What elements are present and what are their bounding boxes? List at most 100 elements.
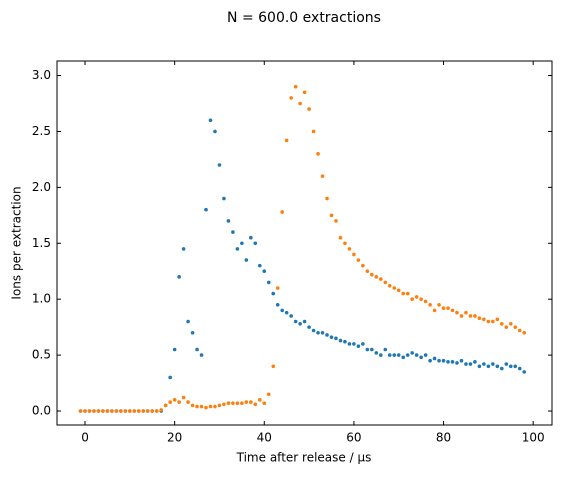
data-point xyxy=(177,275,181,279)
y-tick-label: 3.0 xyxy=(32,68,51,82)
data-point xyxy=(508,364,513,369)
data-point xyxy=(240,241,244,246)
data-point xyxy=(168,400,172,404)
data-point xyxy=(414,353,419,357)
data-point xyxy=(396,288,401,293)
data-point xyxy=(257,263,262,268)
x-tick-label: 60 xyxy=(346,431,361,445)
data-point xyxy=(450,360,455,364)
data-point xyxy=(231,401,235,405)
chart-title: N = 600.0 extractions xyxy=(227,10,381,26)
data-point xyxy=(136,409,141,413)
data-point xyxy=(266,392,271,397)
data-point xyxy=(289,96,293,100)
data-point xyxy=(114,409,119,413)
data-point xyxy=(482,317,486,322)
data-point xyxy=(275,302,280,307)
data-point xyxy=(370,347,374,352)
data-point xyxy=(172,347,177,352)
data-point xyxy=(284,310,289,315)
data-point xyxy=(208,404,213,409)
data-point xyxy=(168,375,172,380)
data-point xyxy=(482,362,486,366)
data-point xyxy=(316,330,320,335)
x-tick-label: 20 xyxy=(167,431,182,445)
data-point xyxy=(92,409,96,413)
y-tick-label: 1.5 xyxy=(32,236,51,250)
data-point xyxy=(280,210,285,214)
data-point xyxy=(410,297,414,301)
data-point xyxy=(110,409,114,413)
data-point xyxy=(298,101,302,106)
data-point xyxy=(414,295,419,299)
data-point xyxy=(361,263,365,268)
x-tick-label: 40 xyxy=(257,431,272,445)
data-point xyxy=(361,342,365,346)
data-point xyxy=(374,351,379,355)
data-point xyxy=(477,316,482,321)
y-tick-label: 0.5 xyxy=(32,348,51,362)
data-point xyxy=(473,360,477,364)
data-point xyxy=(289,314,293,318)
data-point xyxy=(262,269,267,274)
data-point xyxy=(387,283,392,288)
data-point xyxy=(508,321,513,326)
data-point xyxy=(190,403,195,408)
data-point xyxy=(302,90,307,95)
data-point xyxy=(141,409,146,413)
data-point xyxy=(150,409,155,413)
data-point xyxy=(190,330,195,335)
data-point xyxy=(244,400,249,404)
data-point xyxy=(401,291,406,296)
data-point xyxy=(347,342,352,346)
data-point xyxy=(177,400,181,404)
data-point xyxy=(307,107,311,111)
data-point xyxy=(446,360,450,364)
data-point xyxy=(199,353,204,357)
data-point xyxy=(450,308,455,313)
data-point xyxy=(500,321,504,326)
data-point xyxy=(119,409,123,413)
data-point xyxy=(105,409,110,413)
data-point xyxy=(253,241,258,246)
data-point xyxy=(338,235,343,240)
data-point xyxy=(262,401,267,405)
data-point xyxy=(195,347,199,352)
data-point xyxy=(186,400,190,404)
data-point xyxy=(226,219,231,223)
data-point xyxy=(320,174,325,178)
data-point xyxy=(495,364,500,369)
data-point xyxy=(468,314,473,318)
data-point xyxy=(311,129,316,134)
data-point xyxy=(186,319,190,324)
data-point xyxy=(181,247,186,251)
data-point xyxy=(334,336,338,341)
x-tick-label: 0 xyxy=(81,431,89,445)
data-point xyxy=(491,362,495,366)
data-point xyxy=(468,362,473,366)
data-point xyxy=(275,286,280,290)
data-point xyxy=(298,321,302,326)
data-point xyxy=(352,252,356,257)
data-point xyxy=(284,138,289,143)
data-point xyxy=(128,409,132,413)
data-point xyxy=(293,319,298,324)
data-point xyxy=(473,314,477,318)
data-point xyxy=(343,241,347,246)
plot-frame xyxy=(56,60,553,426)
data-point xyxy=(423,299,428,304)
data-point xyxy=(437,358,441,363)
data-point xyxy=(172,398,177,402)
data-point xyxy=(504,362,509,366)
data-point xyxy=(405,353,410,357)
data-point xyxy=(446,306,450,310)
data-point xyxy=(271,364,276,369)
data-point xyxy=(441,306,446,310)
data-point xyxy=(495,317,500,322)
data-point xyxy=(374,275,379,279)
data-point xyxy=(432,308,437,313)
data-point xyxy=(87,409,92,413)
data-point xyxy=(428,358,432,363)
data-point xyxy=(334,219,338,223)
